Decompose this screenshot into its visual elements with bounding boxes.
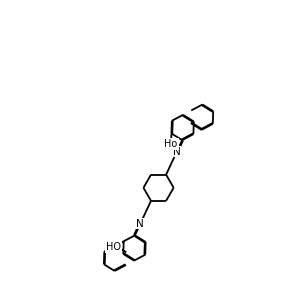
Text: HO: HO [106,242,121,252]
Text: N: N [137,219,144,229]
Text: Ho: Ho [164,139,178,149]
Text: N: N [173,147,181,157]
